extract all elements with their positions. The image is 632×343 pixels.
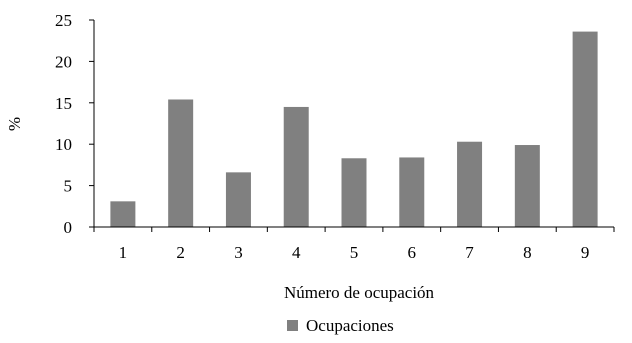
legend-label: Ocupaciones bbox=[306, 316, 394, 335]
bar-1 bbox=[110, 201, 136, 227]
y-tick-label: 25 bbox=[55, 11, 72, 30]
bar-5 bbox=[341, 158, 367, 227]
bar-2 bbox=[168, 99, 194, 227]
bars-layer bbox=[110, 31, 598, 228]
y-tick-label: 5 bbox=[64, 177, 73, 196]
x-tick-label: 5 bbox=[350, 243, 359, 262]
x-axis-title: Número de ocupación bbox=[284, 283, 435, 302]
bar-7 bbox=[457, 141, 483, 227]
x-tick-label: 4 bbox=[292, 243, 301, 262]
bar-4 bbox=[283, 106, 309, 227]
legend: Ocupaciones bbox=[287, 316, 394, 335]
y-tick-label: 20 bbox=[55, 52, 72, 71]
x-tick-label: 6 bbox=[408, 243, 417, 262]
axes-layer bbox=[93, 20, 614, 228]
x-tick-label: 9 bbox=[581, 243, 590, 262]
y-ticks: 0 5 10 15 20 25 bbox=[55, 11, 94, 237]
y-tick-label: 10 bbox=[55, 135, 72, 154]
bar-8 bbox=[514, 145, 540, 227]
legend-swatch bbox=[287, 320, 298, 331]
y-tick-label: 0 bbox=[64, 218, 73, 237]
y-axis-title: % bbox=[5, 117, 24, 131]
x-tick-label: 8 bbox=[523, 243, 532, 262]
x-tick-label: 2 bbox=[176, 243, 185, 262]
x-tick-label: 7 bbox=[465, 243, 474, 262]
bar-9 bbox=[572, 31, 598, 228]
bar-6 bbox=[399, 157, 425, 227]
y-tick-label: 15 bbox=[55, 94, 72, 113]
x-tick-label: 3 bbox=[234, 243, 243, 262]
bar-3 bbox=[225, 172, 251, 227]
x-ticks: 1 2 3 4 5 6 7 8 9 bbox=[93, 227, 615, 262]
x-tick-label: 1 bbox=[119, 243, 128, 262]
